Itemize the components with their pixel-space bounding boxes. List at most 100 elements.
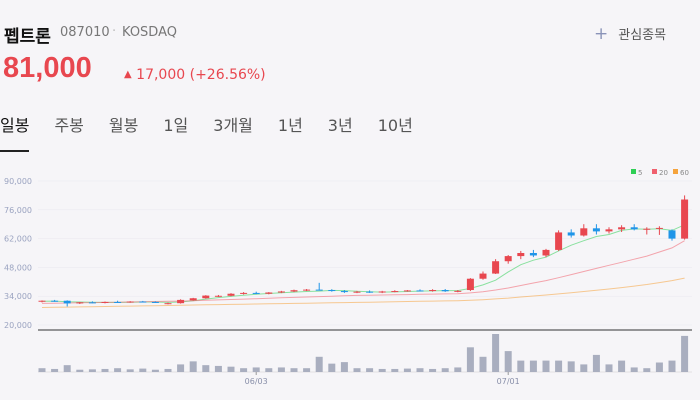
volume-bar: [429, 368, 437, 372]
candle-body: [303, 289, 311, 291]
legend-label: 5: [638, 169, 642, 177]
volume-bar: [88, 369, 96, 372]
candle-body: [76, 302, 84, 304]
candle-body: [504, 256, 512, 262]
candle-body: [681, 199, 689, 239]
volume-bar: [38, 368, 46, 372]
volume-bar: [328, 363, 336, 372]
candle-body: [403, 290, 411, 292]
legend-label: 60: [680, 169, 689, 177]
volume-bar: [139, 368, 147, 372]
volume-bar: [114, 368, 122, 372]
volume-bar: [366, 368, 374, 372]
tabs: 일봉 주봉 월봉 1일 3개월 1년 3년 10년: [0, 112, 438, 152]
legend-swatch: [673, 169, 678, 174]
tab[interactable]: 10년: [377, 116, 413, 135]
candle-body: [164, 303, 172, 305]
volume-bar: [504, 351, 512, 372]
tab[interactable]: 1년: [277, 116, 303, 135]
candle-body: [202, 295, 210, 299]
candle-body: [542, 249, 550, 256]
volume-bar: [177, 364, 185, 372]
volume-bar: [454, 367, 462, 372]
x-tick-label: 06/03: [245, 377, 268, 386]
volume-bar: [214, 365, 222, 372]
candle-body: [580, 228, 588, 236]
change: ▲ 17,000 (+26.56%): [124, 67, 266, 83]
candle-body: [290, 290, 298, 292]
candle-body: [328, 290, 336, 292]
volume-bar: [303, 368, 311, 372]
volume-bar: [605, 364, 613, 372]
candle-body: [555, 232, 563, 250]
candle-body: [517, 253, 525, 257]
candle-body: [340, 291, 348, 293]
volume-bar: [492, 334, 500, 372]
y-tick-label: 76,000: [4, 206, 32, 215]
candle-body: [227, 293, 235, 296]
watch-label: 관심종목: [618, 28, 667, 43]
candle-body: [277, 291, 285, 293]
volume-bar: [126, 369, 134, 372]
watch-button[interactable]: + 관심종목: [594, 24, 666, 44]
volume-bar: [542, 360, 550, 372]
candle-body: [114, 301, 122, 303]
tab[interactable]: 3개월: [213, 116, 253, 135]
market: KOSDAQ: [122, 25, 177, 40]
volume-bar: [315, 356, 323, 372]
volume-bar: [164, 368, 172, 372]
y-tick-label: 90,000: [4, 177, 32, 186]
ma-line: [41, 277, 685, 308]
candle-body: [416, 290, 424, 292]
tab[interactable]: 주봉: [54, 116, 84, 135]
legend-label: 20: [659, 169, 668, 177]
price: 81,000: [3, 52, 92, 84]
volume-bar: [441, 368, 449, 372]
legend-swatch: [652, 169, 657, 174]
volume-bar: [630, 367, 638, 372]
candle-body: [429, 290, 437, 292]
volume-bar: [227, 366, 235, 372]
candle-body: [479, 273, 487, 279]
change-pct: (+26.56%): [189, 67, 266, 83]
volume-bar: [51, 368, 59, 372]
volume-bar: [252, 367, 260, 372]
candle-body: [643, 228, 651, 230]
tab[interactable]: 일봉: [0, 112, 30, 152]
volume-bar: [378, 368, 386, 372]
volume-bar: [63, 365, 71, 372]
tab[interactable]: 3년: [327, 116, 353, 135]
legend-swatch: [631, 169, 636, 174]
candle-body: [618, 227, 626, 230]
volume-bar: [643, 368, 651, 372]
y-tick-label: 48,000: [4, 263, 32, 272]
volume-bar: [618, 360, 626, 372]
volume-bar: [567, 361, 575, 372]
candle-body: [567, 232, 575, 236]
volume-bar: [151, 369, 159, 372]
volume-bar: [277, 367, 285, 372]
volume-bar: [592, 354, 600, 372]
candle-body: [366, 291, 374, 293]
tab[interactable]: 1일: [163, 116, 189, 135]
volume-bar: [580, 364, 588, 372]
candle-body: [63, 300, 71, 304]
header: 펩트론 087010 · KOSDAQ + 관심종목 81,000 ▲ 17,00…: [0, 0, 700, 160]
y-tick-label: 62,000: [4, 235, 32, 244]
y-tick-label: 20,000: [4, 321, 32, 330]
up-arrow: ▲: [124, 69, 132, 80]
candle-body: [655, 227, 663, 229]
candle-body: [315, 289, 323, 291]
candle-body: [51, 300, 59, 302]
volume-bar: [265, 368, 273, 372]
candle-body: [391, 291, 399, 293]
ma-line: [41, 240, 685, 304]
candle-body: [492, 261, 500, 274]
candle-body: [214, 295, 222, 297]
volume-bar: [655, 362, 663, 372]
candle-body: [151, 301, 159, 303]
candle-body: [139, 301, 147, 303]
tab[interactable]: 월봉: [108, 116, 139, 135]
